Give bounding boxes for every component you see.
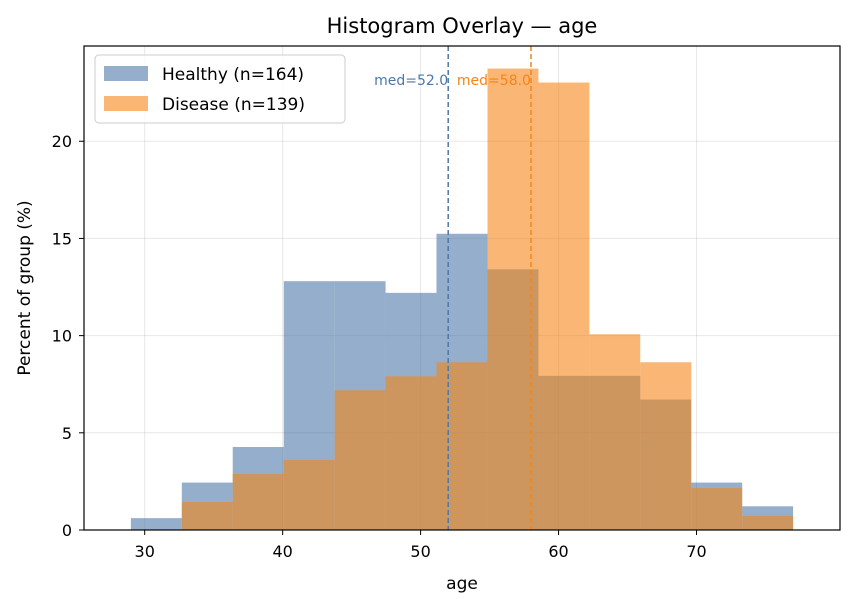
histogram-bar	[130, 518, 182, 530]
y-axis-label: Percent of group (%)	[15, 200, 35, 375]
histogram-bar	[334, 390, 386, 530]
median-label: med=58.0	[457, 73, 531, 89]
axes-frame	[83, 45, 841, 531]
bars	[130, 68, 794, 530]
x-tick-label: 70	[686, 542, 706, 561]
histogram-bar	[538, 82, 590, 530]
histogram-bar	[232, 474, 284, 530]
histogram-bar	[589, 334, 641, 530]
histogram-bar	[742, 516, 794, 530]
x-tick-label: 30	[135, 542, 155, 561]
histogram-bar	[436, 362, 488, 530]
x-axis-label: age	[446, 574, 478, 594]
series-1	[181, 68, 794, 530]
y-tick-label: 0	[62, 521, 72, 540]
y-tick-label: 5	[62, 424, 72, 443]
median-label: med=52.0	[374, 73, 448, 89]
y-tick-label: 20	[52, 132, 72, 151]
legend-swatch-disease	[104, 96, 148, 111]
histogram-bar	[283, 460, 335, 530]
legend-label-disease: Disease (n=139)	[162, 95, 305, 115]
y-axis-ticks: 0 5 10 15 20	[52, 132, 84, 540]
histogram-bar	[691, 488, 743, 530]
chart-title: Histogram Overlay — age	[327, 14, 598, 38]
x-tick-label: 50	[410, 542, 430, 561]
histogram-bar	[385, 376, 437, 530]
histogram-bar	[487, 68, 539, 530]
histogram-bar	[640, 362, 692, 530]
legend-box	[94, 54, 346, 124]
legend-label-healthy: Healthy (n=164)	[162, 65, 304, 85]
legend-swatch-healthy	[104, 66, 148, 81]
y-tick-label: 15	[52, 229, 72, 248]
x-tick-label: 60	[548, 542, 568, 561]
median-lines: med=52.0 med=58.0	[374, 46, 532, 530]
histogram-bar	[181, 502, 233, 530]
x-tick-label: 40	[272, 542, 292, 561]
y-tick-label: 10	[52, 327, 72, 346]
x-axis-ticks: 30 40 50 60 70	[135, 530, 707, 561]
legend: Healthy (n=164) Disease (n=139)	[94, 54, 346, 124]
